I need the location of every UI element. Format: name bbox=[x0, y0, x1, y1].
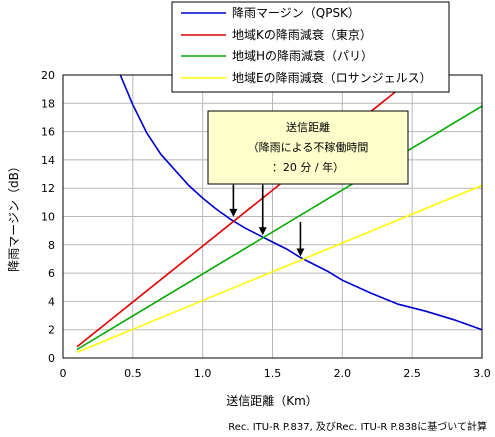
y-tick-label: 16 bbox=[41, 126, 55, 139]
y-tick-label: 0 bbox=[48, 352, 55, 365]
series-paris-line bbox=[76, 105, 482, 351]
y-tick-labels: 0 2 4 6 8 10 12 14 16 18 20 bbox=[41, 69, 55, 365]
annotation-box bbox=[207, 110, 409, 185]
y-tick-label: 4 bbox=[48, 295, 55, 308]
x-axis-title: 送信距離（Km） bbox=[226, 393, 318, 408]
y-tick-label: 2 bbox=[48, 324, 55, 337]
y-tick-label: 20 bbox=[41, 69, 55, 82]
y-tick-label: 8 bbox=[48, 239, 55, 252]
x-tick-label: 3.0 bbox=[473, 367, 491, 380]
x-tick-label: 0.5 bbox=[124, 367, 142, 380]
annotation-line-2: （降雨による不稼働時間 bbox=[248, 140, 369, 154]
x-tick-label: 1.5 bbox=[264, 367, 282, 380]
x-tick-label: 0 bbox=[60, 367, 67, 380]
annotation-arrow-head bbox=[258, 227, 267, 236]
series-la-line bbox=[76, 184, 482, 354]
annotation-line-1: 送信距離 bbox=[286, 120, 330, 134]
y-tick-label: 14 bbox=[41, 154, 55, 167]
legend-label-la: 地域Eの降雨減衰（ロサンジェルス） bbox=[232, 70, 432, 85]
annotation-line-3: ：20 分 / 年） bbox=[272, 160, 344, 174]
legend-label-tokyo: 地域Kの降雨減衰（東京） bbox=[232, 27, 372, 42]
x-tick-label: 2.0 bbox=[334, 367, 352, 380]
legend-box bbox=[171, 1, 450, 93]
annotation-arrow-head bbox=[229, 208, 238, 217]
legend: 降雨マージン（QPSK） 地域Kの降雨減衰（東京） 地域Hの降雨減衰（パリ） 地… bbox=[171, 1, 450, 93]
annotation: 送信距離 （降雨による不稼働時間 ：20 分 / 年） bbox=[207, 110, 409, 257]
x-tick-label: 1.0 bbox=[194, 367, 212, 380]
y-tick-label: 10 bbox=[41, 211, 55, 224]
series-qpsk-line bbox=[119, 75, 482, 331]
legend-label-paris: 地域Hの降雨減衰（パリ） bbox=[232, 48, 373, 63]
legend-label-qpsk: 降雨マージン（QPSK） bbox=[232, 6, 360, 20]
y-tick-label: 18 bbox=[41, 97, 55, 110]
y-axis-title: 降雨マージン（dB） bbox=[7, 160, 21, 272]
annotation-arrows bbox=[229, 184, 305, 257]
y-tick-label: 6 bbox=[48, 267, 55, 280]
source-note: Rec. ITU-R P.837, 及びRec. ITU-R P.838に基づい… bbox=[228, 420, 487, 433]
annotation-arrow-head bbox=[296, 248, 305, 257]
y-tick-label: 12 bbox=[41, 182, 55, 195]
x-tick-label: 2.5 bbox=[403, 367, 421, 380]
x-tick-labels: 0 0.5 1.0 1.5 2.0 2.5 3.0 bbox=[60, 367, 491, 380]
